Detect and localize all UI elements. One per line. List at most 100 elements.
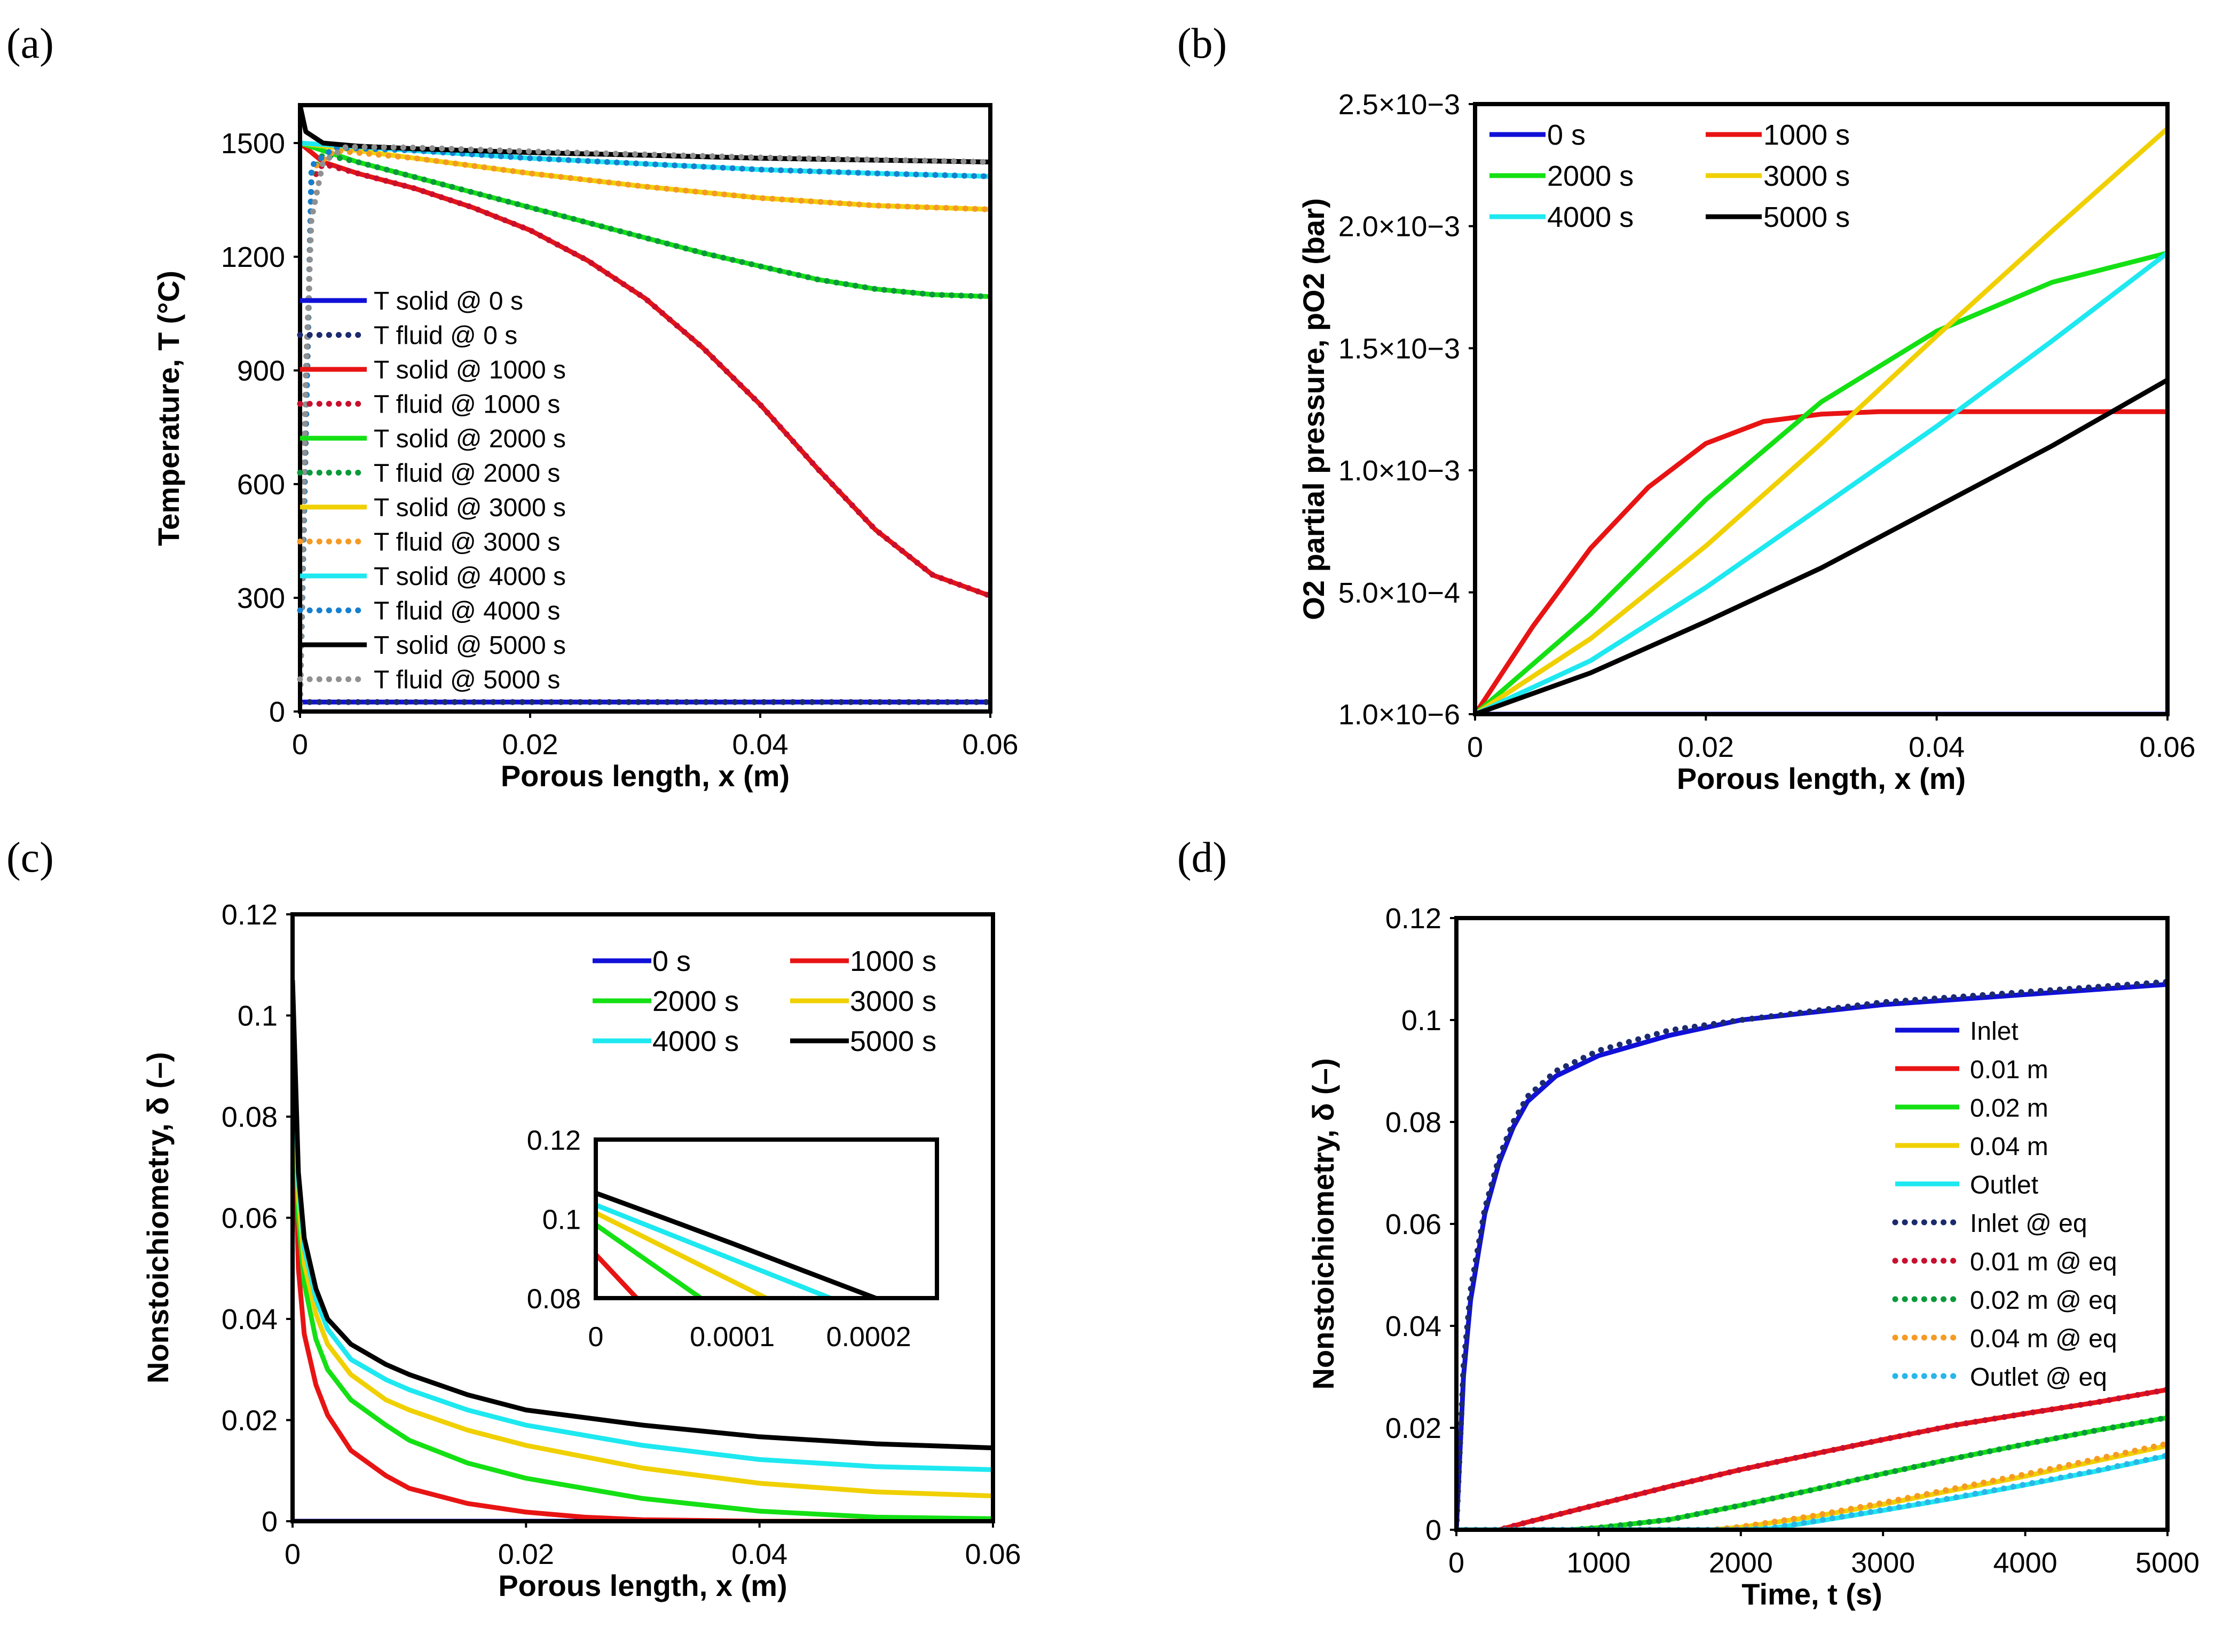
legend-label: Outlet [1970, 1171, 2038, 1199]
x-tick-label: 0.02 [1678, 731, 1734, 763]
y-tick-label: 600 [237, 469, 285, 501]
y-tick-label: 0.1 [1401, 1005, 1441, 1037]
y-tick-label: 1500 [221, 128, 285, 160]
y-tick-label: 0 [262, 1506, 278, 1538]
inset-frame [594, 1137, 939, 1300]
series-line-3-6 [1456, 1386, 2167, 1530]
y-tick-label: 1.0×10−3 [1338, 455, 1460, 487]
legend-label: Inlet [1970, 1017, 2019, 1046]
legend-label: T solid @ 1000 s [374, 356, 566, 384]
legend-label: 0.01 m [1970, 1056, 2048, 1084]
y-tick-label: 0.12 [1385, 903, 1441, 935]
y-tick-label: 0.08 [222, 1101, 278, 1133]
x-tick-label: 0.02 [502, 729, 558, 761]
legend-label: 3000 s [850, 985, 936, 1017]
legend-label: T fluid @ 3000 s [374, 528, 560, 557]
plot-frame [298, 103, 992, 714]
legend-label: T fluid @ 0 s [374, 322, 517, 350]
legend-label: 1000 s [1763, 119, 1850, 151]
y-axis-title: Temperature, T (°C) [152, 271, 185, 546]
legend-label: T solid @ 0 s [374, 287, 523, 315]
panel-label: (a) [6, 20, 54, 67]
inset-x-tick-label: 0 [588, 1322, 604, 1353]
x-tick-label: 3000 [1851, 1547, 1915, 1579]
y-axis-title: O2 partial pressure, pO2 (bar) [1297, 198, 1330, 620]
y-tick-label: 1.5×10−3 [1338, 333, 1460, 365]
legend-label: 0.04 m [1970, 1133, 2048, 1161]
legend-label: 5000 s [1763, 201, 1850, 233]
panel-label: (d) [1177, 834, 1227, 881]
y-tick-label: 0.06 [1385, 1208, 1441, 1240]
x-tick-label: 0.04 [731, 1538, 787, 1570]
panel-label: (c) [6, 834, 54, 881]
series-line-0-11 [300, 144, 990, 707]
legend-label: 5000 s [850, 1025, 936, 1057]
legend-label: T solid @ 3000 s [374, 494, 566, 522]
series-line-1-5 [1475, 377, 2167, 714]
panel-label: (b) [1177, 20, 1227, 67]
legend-label: 2000 s [1547, 160, 1634, 192]
series-line-0-9 [300, 145, 990, 707]
legend-label: 4000 s [652, 1025, 739, 1057]
inset-line-3 [596, 1203, 832, 1298]
x-tick-label: 4000 [1993, 1547, 2058, 1579]
y-axis-title: Nonstoichiometry, δ (–) [141, 1052, 175, 1384]
inset-x-tick-label: 0.0001 [690, 1322, 775, 1353]
inset-line-2 [596, 1211, 768, 1298]
y-tick-label: 0.02 [1385, 1412, 1441, 1444]
series-line-0-5 [300, 151, 990, 707]
legend-label: 0 s [1547, 119, 1586, 151]
y-tick-label: 0 [1425, 1514, 1441, 1546]
x-axis-title: Time, t (s) [1741, 1577, 1882, 1611]
y-tick-label: 0.04 [222, 1303, 278, 1335]
x-tick-label: 1000 [1566, 1547, 1630, 1579]
y-tick-label: 0.04 [1385, 1310, 1441, 1342]
x-tick-label: 0.02 [498, 1538, 554, 1570]
legend-label: 0.02 m @ eq [1970, 1286, 2117, 1315]
series-line-2-2 [293, 1015, 993, 1521]
series-line-3-5 [1456, 978, 2167, 1530]
y-tick-label: 2.0×10−3 [1338, 211, 1460, 243]
y-tick-label: 0.1 [238, 1000, 278, 1032]
series-line-2-3 [293, 1000, 993, 1499]
legend-label: 1000 s [850, 945, 936, 977]
y-tick-label: 1200 [221, 241, 285, 273]
legend-label: Outlet @ eq [1970, 1363, 2107, 1392]
x-axis-title: Porous length, x (m) [501, 759, 790, 793]
y-tick-label: 900 [237, 355, 285, 387]
x-tick-label: 0.04 [1909, 731, 1965, 763]
x-axis-title: Porous length, x (m) [498, 1569, 787, 1602]
series-line-1-4 [1475, 251, 2167, 714]
x-tick-label: 0 [1467, 731, 1483, 763]
series-line-1-1 [1475, 409, 2167, 714]
x-tick-label: 5000 [2135, 1547, 2200, 1579]
plot-frame [1473, 102, 2170, 716]
y-tick-label: 0.02 [222, 1405, 278, 1437]
y-tick-label: 2.5×10−3 [1338, 89, 1460, 121]
panel-c: (c)0 0.02 0.04 0.0600.020.040.060.080.10.12… [6, 834, 1021, 1602]
y-tick-label: 0.08 [1385, 1106, 1441, 1139]
y-axis-title: Nonstoichiometry, δ (–) [1306, 1058, 1340, 1390]
x-tick-label: 0 [1448, 1547, 1464, 1579]
x-tick-label: 0 [285, 1538, 301, 1570]
y-tick-label: 0 [269, 696, 285, 728]
y-tick-label: 0.12 [222, 899, 278, 931]
x-tick-label: 0.04 [732, 729, 788, 761]
legend-label: 0 s [652, 945, 691, 977]
legend-label: T solid @ 5000 s [374, 631, 566, 660]
y-tick-label: 5.0×10−4 [1338, 577, 1460, 609]
legend-label: 2000 s [652, 985, 739, 1017]
x-tick-label: 0.06 [2139, 731, 2195, 763]
x-tick-label: 2000 [1709, 1547, 1773, 1579]
panel-b: (b) 0 0.02 0.04 0.06 1.0×10−6 5.0×10−4 1.0×10−3… [1177, 20, 2196, 795]
legend-label: Inlet @ eq [1970, 1210, 2087, 1238]
series-line-1-3 [1475, 127, 2167, 714]
panel-d: (d) 0 1000 2000 3000 4000 5000 0 0.02 0.04 0.06 0.0… [1177, 834, 2200, 1611]
inset-line-1 [596, 1222, 703, 1298]
inset-y-tick-label: 0.08 [527, 1284, 581, 1315]
inset-line-0 [596, 1253, 638, 1298]
y-tick-label: 300 [237, 582, 285, 614]
legend-label: T solid @ 4000 s [374, 563, 566, 591]
legend-label: 4000 s [1547, 201, 1634, 233]
